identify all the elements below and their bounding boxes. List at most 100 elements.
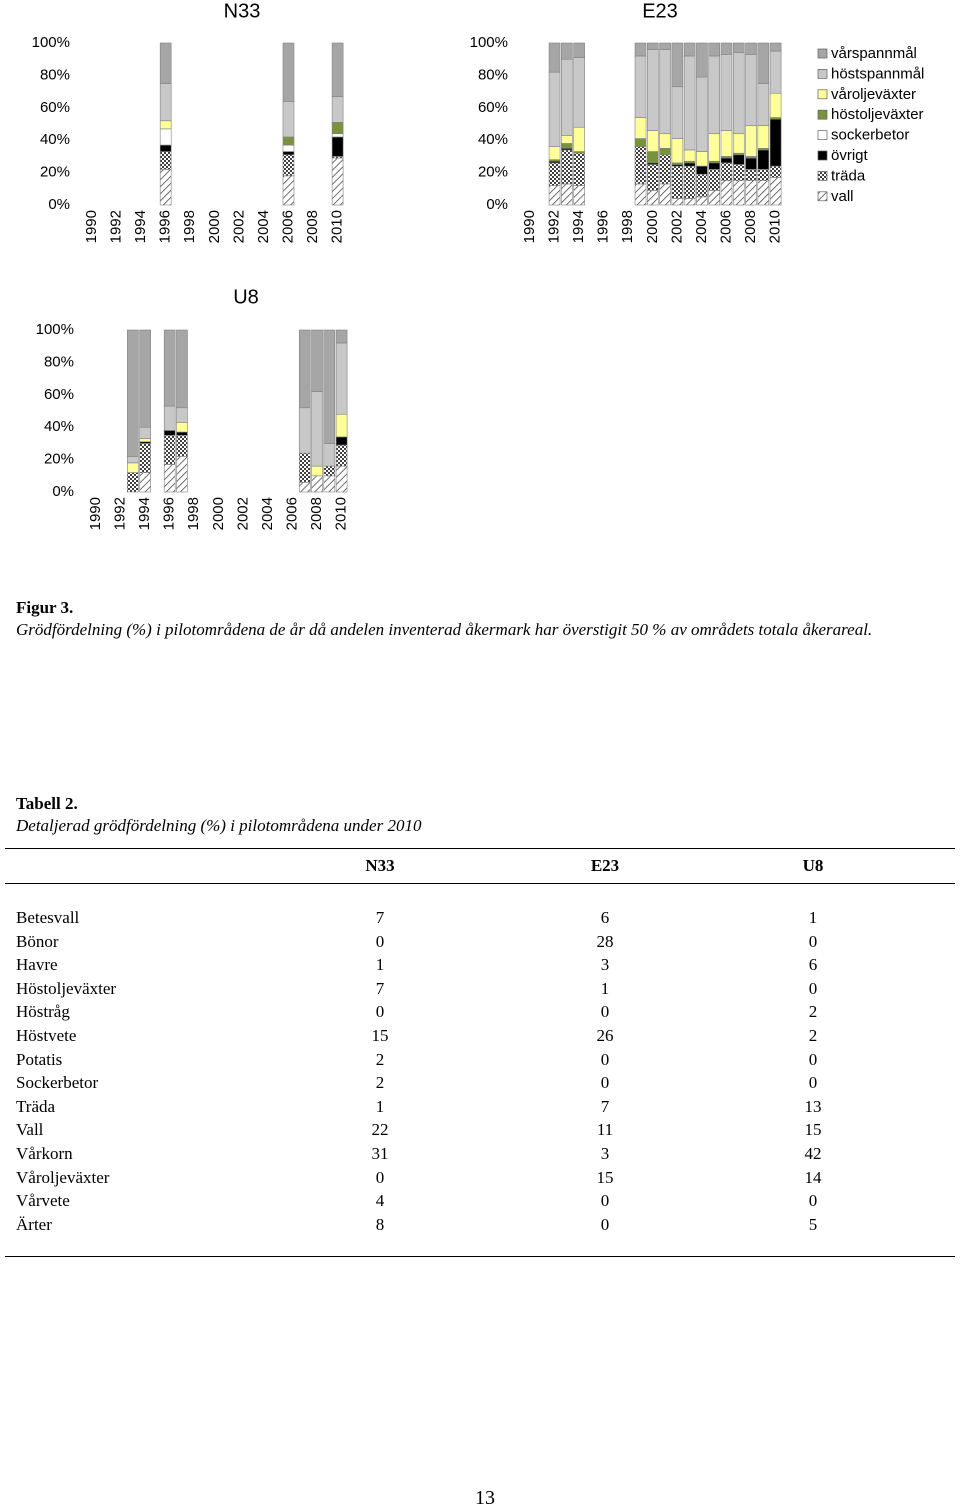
cell: 26 bbox=[596, 1026, 614, 1045]
cell: 13 bbox=[804, 1096, 822, 1116]
x-tick-label: 1992 bbox=[108, 210, 125, 243]
x-tick-label: 1992 bbox=[112, 497, 129, 530]
bar-segment bbox=[282, 144, 295, 152]
row-label: Vall bbox=[16, 1120, 44, 1140]
bar-segment bbox=[561, 135, 573, 144]
bar-segment bbox=[159, 42, 172, 84]
bar-segment bbox=[671, 198, 684, 206]
row-label: Betesvall bbox=[16, 908, 80, 927]
row-label: Potatis bbox=[16, 1049, 63, 1069]
bar-segment bbox=[127, 329, 139, 457]
bar-segment bbox=[659, 154, 671, 185]
bar-segment bbox=[311, 391, 323, 467]
chart-title: U8 bbox=[233, 286, 259, 308]
y-tick-label: 80% bbox=[478, 66, 508, 83]
row-label: Träda bbox=[16, 1096, 56, 1116]
bar-segment bbox=[561, 58, 573, 136]
bar-segment bbox=[176, 422, 188, 433]
x-tick-label: 1994 bbox=[132, 210, 149, 243]
bar-segment bbox=[335, 444, 348, 467]
bar-segment bbox=[659, 133, 671, 149]
legend-label: höstspannmål bbox=[831, 65, 924, 82]
cell: 22 bbox=[371, 1120, 389, 1140]
legend-swatch bbox=[817, 150, 828, 161]
cell: 31 bbox=[371, 1144, 389, 1163]
bar-segment bbox=[548, 42, 561, 73]
x-tick-label: 2002 bbox=[234, 497, 251, 530]
cell: 3 bbox=[600, 955, 610, 975]
bar-segment bbox=[335, 329, 348, 344]
bar-segment bbox=[159, 144, 172, 152]
bar-segment bbox=[139, 472, 151, 493]
bar-segment bbox=[769, 165, 782, 178]
x-tick-label: 1990 bbox=[83, 210, 100, 243]
y-tick-label: 0% bbox=[48, 196, 70, 213]
x-tick-label: 2008 bbox=[742, 210, 759, 243]
x-tick-label: 1990 bbox=[521, 210, 538, 243]
bar-segment bbox=[159, 120, 172, 130]
legend-label: träda bbox=[831, 167, 866, 184]
bar-segment bbox=[561, 183, 573, 206]
bar-segment bbox=[708, 42, 721, 57]
bar-segment bbox=[176, 431, 188, 436]
x-tick-label: 2010 bbox=[329, 210, 346, 243]
x-tick-label: 2002 bbox=[230, 210, 247, 243]
bar-segment bbox=[176, 456, 188, 493]
figure-caption: Grödfördelning (%) i pilotområdena de år… bbox=[16, 620, 873, 639]
bar-segment bbox=[745, 54, 757, 126]
x-tick-label: 2004 bbox=[259, 497, 276, 530]
bar-segment bbox=[646, 190, 659, 206]
bar-segment bbox=[732, 42, 745, 54]
bar-segment bbox=[696, 173, 708, 198]
bar-segment bbox=[696, 151, 708, 167]
bar-segment bbox=[757, 149, 770, 170]
legend-label: höstoljeväxter bbox=[831, 106, 924, 123]
bar-segment bbox=[561, 42, 573, 60]
bar-segment bbox=[139, 438, 151, 443]
x-tick-label: 1996 bbox=[595, 210, 612, 243]
bar-segment bbox=[708, 162, 721, 170]
bar-segment bbox=[298, 452, 311, 483]
bar-segment bbox=[139, 329, 151, 428]
bar-segment bbox=[634, 117, 647, 139]
cell: 1 bbox=[375, 1096, 385, 1116]
cell: 14 bbox=[804, 1167, 822, 1187]
bar-segment bbox=[159, 128, 172, 146]
bar-segment bbox=[683, 55, 696, 151]
bar-segment bbox=[127, 456, 139, 464]
row-label: Höstråg bbox=[16, 1002, 70, 1022]
bar-segment bbox=[732, 154, 745, 165]
bar-segment bbox=[757, 83, 770, 126]
bar-segment bbox=[335, 413, 348, 438]
bar-segment bbox=[671, 165, 684, 199]
x-tick-label: 2010 bbox=[333, 497, 350, 530]
bar-segment bbox=[671, 86, 684, 139]
bar-segment bbox=[282, 136, 295, 146]
bar-segment bbox=[335, 342, 348, 415]
y-tick-label: 0% bbox=[486, 196, 508, 213]
bar-segment bbox=[745, 125, 757, 157]
bar-segment bbox=[696, 42, 708, 78]
x-tick-label: 1998 bbox=[619, 210, 636, 243]
table-rule bbox=[5, 883, 955, 884]
bar-segment bbox=[745, 157, 757, 170]
bar-segment bbox=[331, 42, 344, 97]
cell: 3 bbox=[600, 1144, 610, 1163]
bar-segment bbox=[127, 462, 139, 473]
y-tick-label: 60% bbox=[44, 386, 74, 403]
bar-segment bbox=[163, 329, 176, 407]
bar-segment bbox=[573, 57, 585, 128]
y-tick-label: 100% bbox=[36, 321, 74, 338]
x-tick-label: 1996 bbox=[157, 210, 174, 243]
x-tick-label: 1998 bbox=[185, 497, 202, 530]
bar-segment bbox=[282, 101, 295, 138]
bar-segment bbox=[732, 133, 745, 154]
x-tick-label: 2004 bbox=[255, 210, 272, 243]
bar-segment bbox=[561, 143, 573, 149]
y-tick-label: 80% bbox=[40, 66, 70, 83]
bar-segment bbox=[163, 430, 176, 436]
bar-segment bbox=[548, 71, 561, 147]
bar-segment bbox=[548, 162, 561, 186]
bar-segment bbox=[683, 162, 696, 167]
